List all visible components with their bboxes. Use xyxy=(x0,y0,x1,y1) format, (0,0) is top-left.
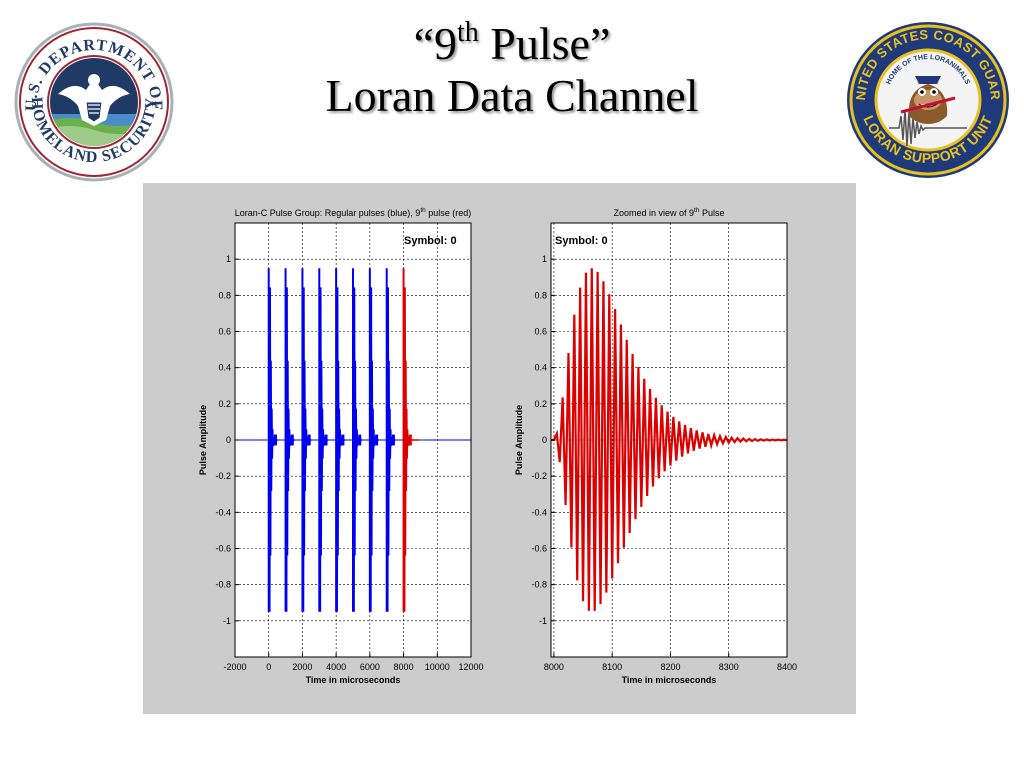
chart-right-title: Zoomed in view of 9th Pulse xyxy=(614,207,725,218)
chart-left-ticks: -2000 0 2000 4000 6000 8000 10000 12000 -1 -0.8 -0… xyxy=(215,254,483,672)
chart-left-xtick-label-7: 12000 xyxy=(458,662,483,672)
chart-left-ytick-label-0: -1 xyxy=(223,616,231,626)
chart-left-title: Loran-C Pulse Group: Regular pulses (blu… xyxy=(235,207,472,218)
chart-right-ytick-label-3: -0.4 xyxy=(531,507,547,517)
chart-left-ylabel: Pulse Amplitude xyxy=(198,405,208,475)
chart-right-ytick-label-7: 0.4 xyxy=(534,363,547,373)
chart-left-annotation: Symbol: 0 xyxy=(404,235,457,247)
chart-left-ytick-label-7: 0.4 xyxy=(218,363,231,373)
chart-left-ytick-label-5: 0 xyxy=(226,435,231,445)
chart-left-ytick-label-10: 1 xyxy=(226,254,231,264)
chart-right-pulse-waveform xyxy=(551,268,788,611)
chart-right-ytick-label-4: -0.2 xyxy=(531,471,547,481)
chart-left-ytick-label-8: 0.6 xyxy=(218,327,231,337)
chart-left-xtick-label-6: 10000 xyxy=(425,662,450,672)
chart-left-xtick-label-1: 0 xyxy=(266,662,271,672)
slide-title-line1: “9th Pulse” xyxy=(413,17,611,69)
chart-right-annotation: Symbol: 0 xyxy=(555,235,608,247)
chart-left-ytick-label-2: -0.6 xyxy=(215,544,231,554)
chart-left-ytick-label-4: -0.2 xyxy=(215,471,231,481)
chart-right-xtick-label-1: 8100 xyxy=(602,662,622,672)
chart-right-xtick-label-3: 8300 xyxy=(719,662,739,672)
chart-left-ytick-label-9: 0.8 xyxy=(218,290,231,300)
chart-right-ytick-label-0: -1 xyxy=(539,616,547,626)
chart-left-xtick-label-0: -2000 xyxy=(223,662,246,672)
chart-right-ticks: 8000 8100 8200 8300 8400 -1 -0.8 -0.6 -0.4 -0.2 0 0… xyxy=(531,254,797,672)
chart-right-xtick-label-0: 8000 xyxy=(544,662,564,672)
chart-left: -2000 0 2000 4000 6000 8000 10000 12000 -1 -0.8 -0… xyxy=(198,207,484,685)
figure-svg: -2000 0 2000 4000 6000 8000 10000 12000 -1 -0.8 -0… xyxy=(198,207,797,685)
slide-title: “9th Pulse” Loran Data Channel xyxy=(0,18,1024,122)
slide-title-line2: Loran Data Channel xyxy=(325,70,699,121)
chart-left-xtick-label-4: 6000 xyxy=(360,662,380,672)
chart-right-ytick-label-2: -0.6 xyxy=(531,544,547,554)
chart-right-ytick-label-6: 0.2 xyxy=(534,399,547,409)
chart-left-ytick-label-1: -0.8 xyxy=(215,580,231,590)
chart-right-series xyxy=(551,268,788,611)
chart-right-ylabel: Pulse Amplitude xyxy=(514,405,524,475)
figure-panel: -2000 0 2000 4000 6000 8000 10000 12000 -1 -0.8 -0… xyxy=(143,183,856,714)
dhs-seal-icon: U.S. DEPARTMENT OF HOMELAND SECURITY xyxy=(14,22,174,182)
chart-left-series xyxy=(235,268,471,612)
chart-right-ytick-label-10: 1 xyxy=(542,254,547,264)
chart-left-xtick-label-3: 4000 xyxy=(326,662,346,672)
chart-right-ytick-label-5: 0 xyxy=(542,435,547,445)
chart-left-xtick-label-5: 8000 xyxy=(394,662,414,672)
chart-left-ytick-label-6: 0.2 xyxy=(218,399,231,409)
chart-right-ytick-label-1: -0.8 xyxy=(531,580,547,590)
uscg-lsu-patch-icon: UNITED STATES COAST GUARD LORAN SUPPORT … xyxy=(845,20,1009,178)
chart-right-xlabel: Time in microseconds xyxy=(622,675,717,685)
chart-left-xtick-label-2: 2000 xyxy=(292,662,312,672)
chart-right-ytick-label-9: 0.8 xyxy=(534,290,547,300)
chart-right: 8000 8100 8200 8300 8400 -1 -0.8 -0.6 -0.4 -0.2 0 0… xyxy=(514,207,797,685)
chart-left-xlabel: Time in microseconds xyxy=(306,675,401,685)
chart-right-xtick-label-4: 8400 xyxy=(777,662,797,672)
chart-right-ytick-label-8: 0.6 xyxy=(534,327,547,337)
chart-left-ytick-label-3: -0.4 xyxy=(215,507,231,517)
chart-right-xtick-label-2: 8200 xyxy=(660,662,680,672)
